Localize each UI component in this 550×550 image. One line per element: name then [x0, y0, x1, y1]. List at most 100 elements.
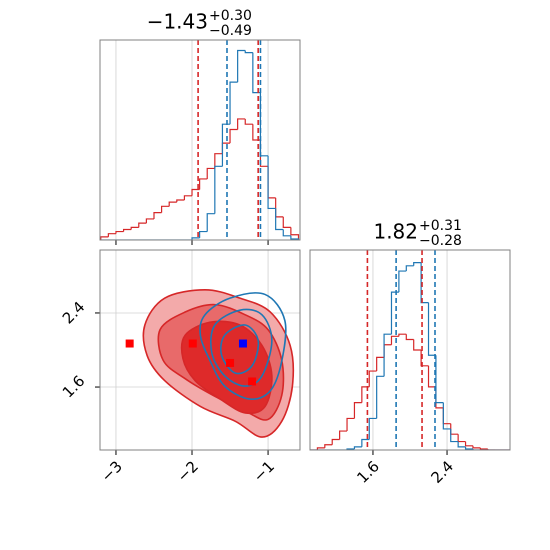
panel: 1.6 2.4 1.82 +0.31−0.28 [309, 218, 511, 487]
x-tick-label: −1 [250, 457, 278, 485]
histogram-step [214, 153, 223, 169]
histogram-step [361, 438, 370, 447]
histogram-step [252, 124, 261, 141]
histogram-step [339, 430, 348, 440]
x-tick-label: 1.6 [353, 457, 383, 487]
histogram-step [457, 441, 466, 448]
histogram-step [420, 350, 429, 367]
marker [238, 339, 247, 348]
histogram-step [191, 237, 200, 240]
histogram-step [107, 233, 116, 237]
x-tick-label: −2 [174, 457, 202, 485]
histogram-step [450, 423, 459, 435]
histogram-step [282, 229, 291, 237]
histogram-step [464, 446, 473, 450]
plot-area [310, 250, 510, 450]
histogram-step [183, 195, 193, 200]
y-tick-label: 2.4 [59, 298, 89, 328]
histogram-step [435, 386, 444, 409]
histogram-step [316, 447, 325, 450]
histogram-step [487, 448, 496, 450]
histogram-step [331, 438, 340, 445]
histogram-step [267, 155, 276, 210]
panel: −3 −2 −1 1.6 2.4 [59, 249, 301, 486]
histogram-step [100, 236, 109, 240]
histogram-step [259, 140, 269, 167]
histogram-step [435, 355, 444, 404]
histogram-step [353, 446, 362, 449]
histogram-step [442, 402, 451, 430]
histogram-step [267, 166, 276, 199]
histogram-step [390, 335, 399, 345]
histogram-step [252, 52, 261, 94]
histogram-step [420, 262, 429, 304]
histogram-step [237, 118, 246, 130]
panel-title: 1.82 [373, 220, 418, 244]
marker [226, 358, 235, 367]
histogram-step [464, 441, 473, 447]
panel-frame [99, 249, 301, 451]
histogram-step [427, 365, 436, 388]
histogram-step [383, 333, 392, 377]
plot-area [100, 250, 300, 450]
x-tick-label: −3 [98, 457, 126, 485]
title-lower: −0.49 [209, 23, 252, 39]
contour [209, 308, 273, 387]
histogram-step [275, 208, 284, 231]
marker [248, 377, 257, 386]
histogram-step [450, 428, 459, 443]
panel-title: −1.43 [147, 10, 208, 34]
histogram-step [138, 222, 147, 228]
histogram-step [290, 235, 300, 240]
histogram-step [130, 226, 139, 230]
plot-area [100, 40, 300, 240]
histogram-step [290, 227, 300, 240]
marker [125, 339, 134, 348]
histogram-step [368, 370, 377, 387]
histogram-step [398, 270, 407, 293]
histogram-step [214, 165, 223, 214]
histogram-step [145, 218, 154, 224]
histogram-step [275, 197, 284, 218]
histogram-step [398, 333, 407, 337]
histogram-step [115, 230, 124, 234]
histogram-step [206, 213, 215, 232]
panel-frame [99, 39, 301, 241]
histogram-step [346, 417, 355, 432]
histogram-step [191, 188, 200, 196]
histogram-step [368, 417, 377, 440]
histogram-step [153, 212, 162, 219]
histogram-step [122, 228, 132, 232]
panel-frame [309, 249, 511, 451]
histogram-step [324, 444, 333, 448]
histogram-step [199, 178, 208, 190]
histogram-step [206, 167, 215, 179]
histogram-step [237, 49, 246, 83]
histogram-step [229, 128, 238, 144]
marker [188, 339, 197, 348]
histogram-step [229, 81, 238, 125]
histogram-step [199, 230, 208, 238]
histogram-step [457, 434, 466, 443]
histogram-step [390, 291, 399, 335]
x-tick-label: 2.4 [427, 457, 457, 487]
histogram-step [160, 205, 170, 213]
histogram-step [479, 447, 488, 450]
histogram-step [353, 402, 362, 419]
histogram-step [244, 118, 253, 125]
panel: −1.43 +0.30−0.49 [99, 8, 301, 245]
histogram-step [282, 216, 291, 228]
histogram-step [244, 50, 253, 54]
histogram-step [413, 339, 422, 351]
histogram-step [413, 262, 422, 266]
title-upper: +0.31 [419, 218, 462, 234]
contour [180, 320, 273, 415]
histogram-step [405, 265, 414, 272]
histogram-step [376, 375, 385, 419]
title-upper: +0.30 [209, 8, 252, 24]
histogram-step [176, 199, 185, 203]
y-tick-label: 1.6 [59, 372, 89, 402]
contour [199, 292, 287, 400]
histogram-step [405, 334, 414, 341]
